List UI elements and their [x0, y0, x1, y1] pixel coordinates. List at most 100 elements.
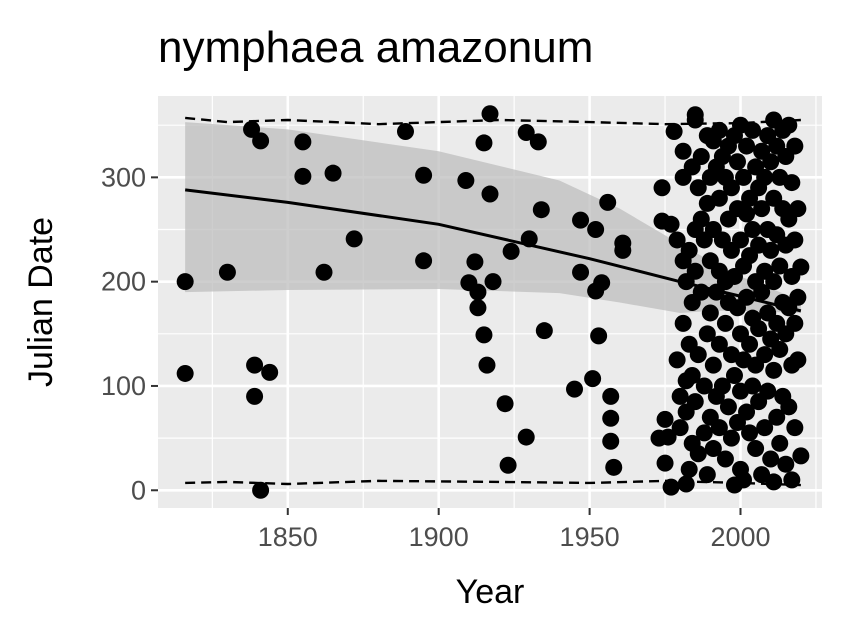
lower-quantile-line: [185, 479, 801, 487]
data-point: [662, 478, 680, 496]
data-point: [710, 335, 728, 353]
data-point: [602, 387, 620, 405]
data-point: [722, 429, 740, 447]
data-point: [759, 382, 777, 400]
data-point: [680, 241, 698, 259]
data-point: [686, 393, 704, 411]
data-point: [744, 121, 762, 139]
data-point: [786, 314, 804, 332]
data-point: [783, 471, 801, 489]
data-point: [572, 263, 590, 281]
data-point: [716, 314, 734, 332]
data-point: [668, 351, 686, 369]
data-point: [478, 356, 496, 374]
data-point: [659, 428, 677, 446]
data-point: [768, 408, 786, 426]
data-point: [517, 428, 535, 446]
data-point: [756, 346, 774, 364]
data-point: [294, 133, 312, 151]
data-point: [771, 257, 789, 275]
chart-title: nymphaea amazonum: [158, 23, 593, 72]
data-point: [176, 364, 194, 382]
data-point: [246, 356, 264, 374]
data-point: [689, 179, 707, 197]
data-point: [481, 185, 499, 203]
data-point: [741, 424, 759, 442]
x-tick-label: 1850: [258, 522, 318, 552]
data-point: [789, 351, 807, 369]
fit-line-layer: [184, 188, 802, 313]
data-point: [532, 201, 550, 219]
data-point: [789, 288, 807, 306]
data-point: [668, 231, 686, 249]
data-point: [584, 370, 602, 388]
data-point: [728, 153, 746, 171]
data-point: [762, 153, 780, 171]
data-point: [701, 304, 719, 322]
x-tick-label: 1900: [409, 522, 469, 552]
data-point: [750, 320, 768, 338]
data-point: [686, 106, 704, 124]
data-point: [783, 174, 801, 192]
data-point: [747, 440, 765, 458]
data-point: [698, 466, 716, 484]
data-point: [753, 283, 771, 301]
data-point: [677, 475, 695, 493]
data-point: [786, 231, 804, 249]
data-point: [261, 363, 279, 381]
data-point: [176, 273, 194, 291]
data-point: [535, 322, 553, 340]
data-point: [294, 167, 312, 185]
y-tick-label: 300: [101, 162, 146, 192]
y-tick-label: 0: [131, 475, 146, 505]
data-point: [517, 124, 535, 142]
data-point: [529, 133, 547, 151]
data-point: [665, 122, 683, 140]
data-point: [315, 263, 333, 281]
data-point: [481, 105, 499, 123]
data-point: [689, 346, 707, 364]
data-point: [765, 273, 783, 291]
data-point: [765, 473, 783, 491]
data-point: [469, 283, 487, 301]
x-tick-label: 1950: [560, 522, 620, 552]
data-point: [680, 460, 698, 478]
data-point: [566, 380, 584, 398]
data-point: [662, 215, 680, 233]
data-point: [698, 325, 716, 343]
data-point: [738, 137, 756, 155]
data-point: [218, 263, 236, 281]
data-point: [466, 253, 484, 271]
data-point: [780, 116, 798, 134]
x-tick-label: 2000: [710, 522, 770, 552]
data-point: [496, 395, 514, 413]
data-point: [756, 168, 774, 186]
data-point: [722, 179, 740, 197]
data-point: [475, 326, 493, 344]
data-point: [602, 409, 620, 427]
data-point: [710, 189, 728, 207]
data-point: [762, 241, 780, 259]
data-point: [502, 242, 520, 260]
data-point: [692, 147, 710, 165]
data-point: [602, 432, 620, 450]
data-points-layer: [176, 105, 810, 499]
data-point: [689, 445, 707, 463]
data-point: [396, 122, 414, 140]
data-point: [741, 335, 759, 353]
data-point: [572, 211, 590, 229]
data-point: [738, 205, 756, 223]
data-point: [792, 258, 810, 276]
data-point: [692, 210, 710, 228]
data-point: [656, 410, 674, 428]
data-point: [469, 299, 487, 317]
data-point: [744, 221, 762, 239]
data-point: [605, 458, 623, 476]
data-point: [719, 398, 737, 416]
data-point: [777, 455, 795, 473]
data-point: [695, 377, 713, 395]
data-point: [786, 419, 804, 437]
data-point: [780, 398, 798, 416]
data-point: [762, 450, 780, 468]
data-point: [771, 340, 789, 358]
